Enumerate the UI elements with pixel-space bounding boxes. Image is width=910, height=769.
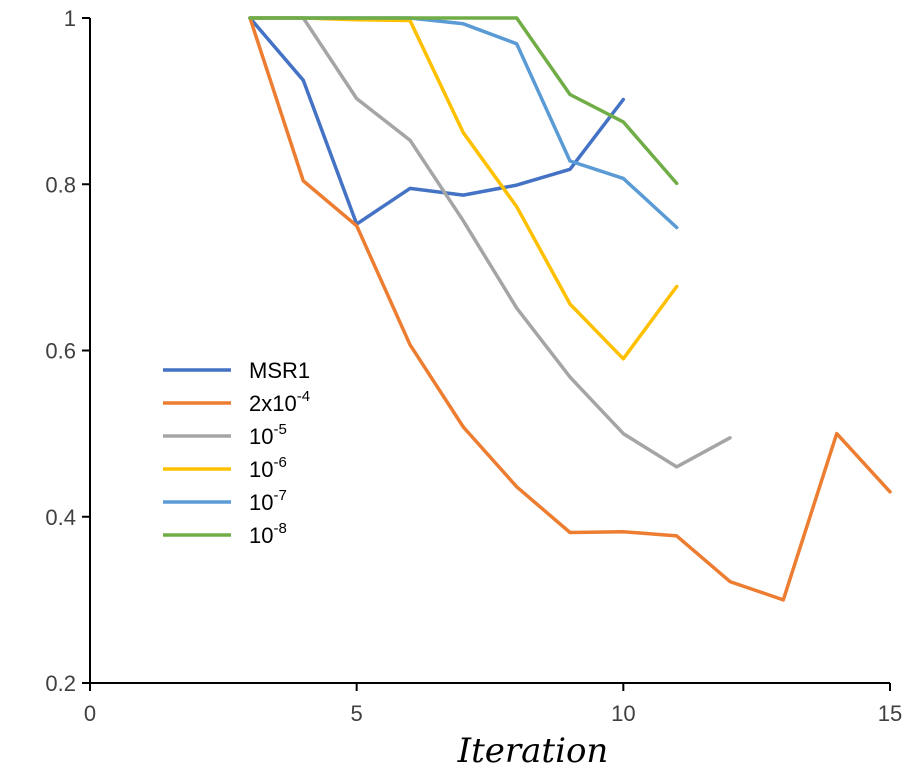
legend-label-base: 10 [249,457,273,482]
legend-label-base: 10 [249,424,273,449]
legend-label-exponent: -8 [273,520,286,537]
plot-lines [248,16,892,602]
legend-label-exponent: -6 [273,454,286,471]
legend-label-4: 10-7 [249,487,287,515]
x-tick-label: 5 [351,701,363,726]
legend-label-exponent: -7 [273,487,286,504]
legend-label-base: MSR1 [249,358,310,383]
y-tick-label: 0.6 [45,339,76,364]
legend-label-base: 2x10 [249,391,297,416]
y-tick-label: 0.4 [45,505,76,530]
legend-label-exponent: -4 [297,388,310,405]
series-line-2 [248,16,732,469]
legend-label-1: 2x10-4 [249,388,310,416]
y-tick-label: 1 [64,6,76,31]
series-line-1 [248,16,892,602]
axes [89,18,890,684]
y-axis-ticks: 0.2 0.4 0.6 0.8 1 [45,6,90,696]
series-line-5 [248,16,679,186]
y-tick-label: 0.2 [45,671,76,696]
y-tick-label: 0.8 [45,172,76,197]
legend-label-base: 10 [249,523,273,548]
legend-label-2: 10-5 [249,421,287,449]
legend-label-exponent: -5 [273,421,286,438]
series-line-0 [248,16,626,226]
x-tick-label: 15 [878,701,902,726]
x-tick-label: 0 [84,701,96,726]
legend-label-base: 10 [249,490,273,515]
legend-label-3: 10-6 [249,454,287,482]
legend-label-5: 10-8 [249,520,287,548]
x-tick-label: 10 [611,701,635,726]
legend-label-0: MSR1 [249,358,310,383]
x-axis-title: Iteration [457,731,609,769]
x-axis-ticks: 0 5 10 15 [84,683,902,726]
